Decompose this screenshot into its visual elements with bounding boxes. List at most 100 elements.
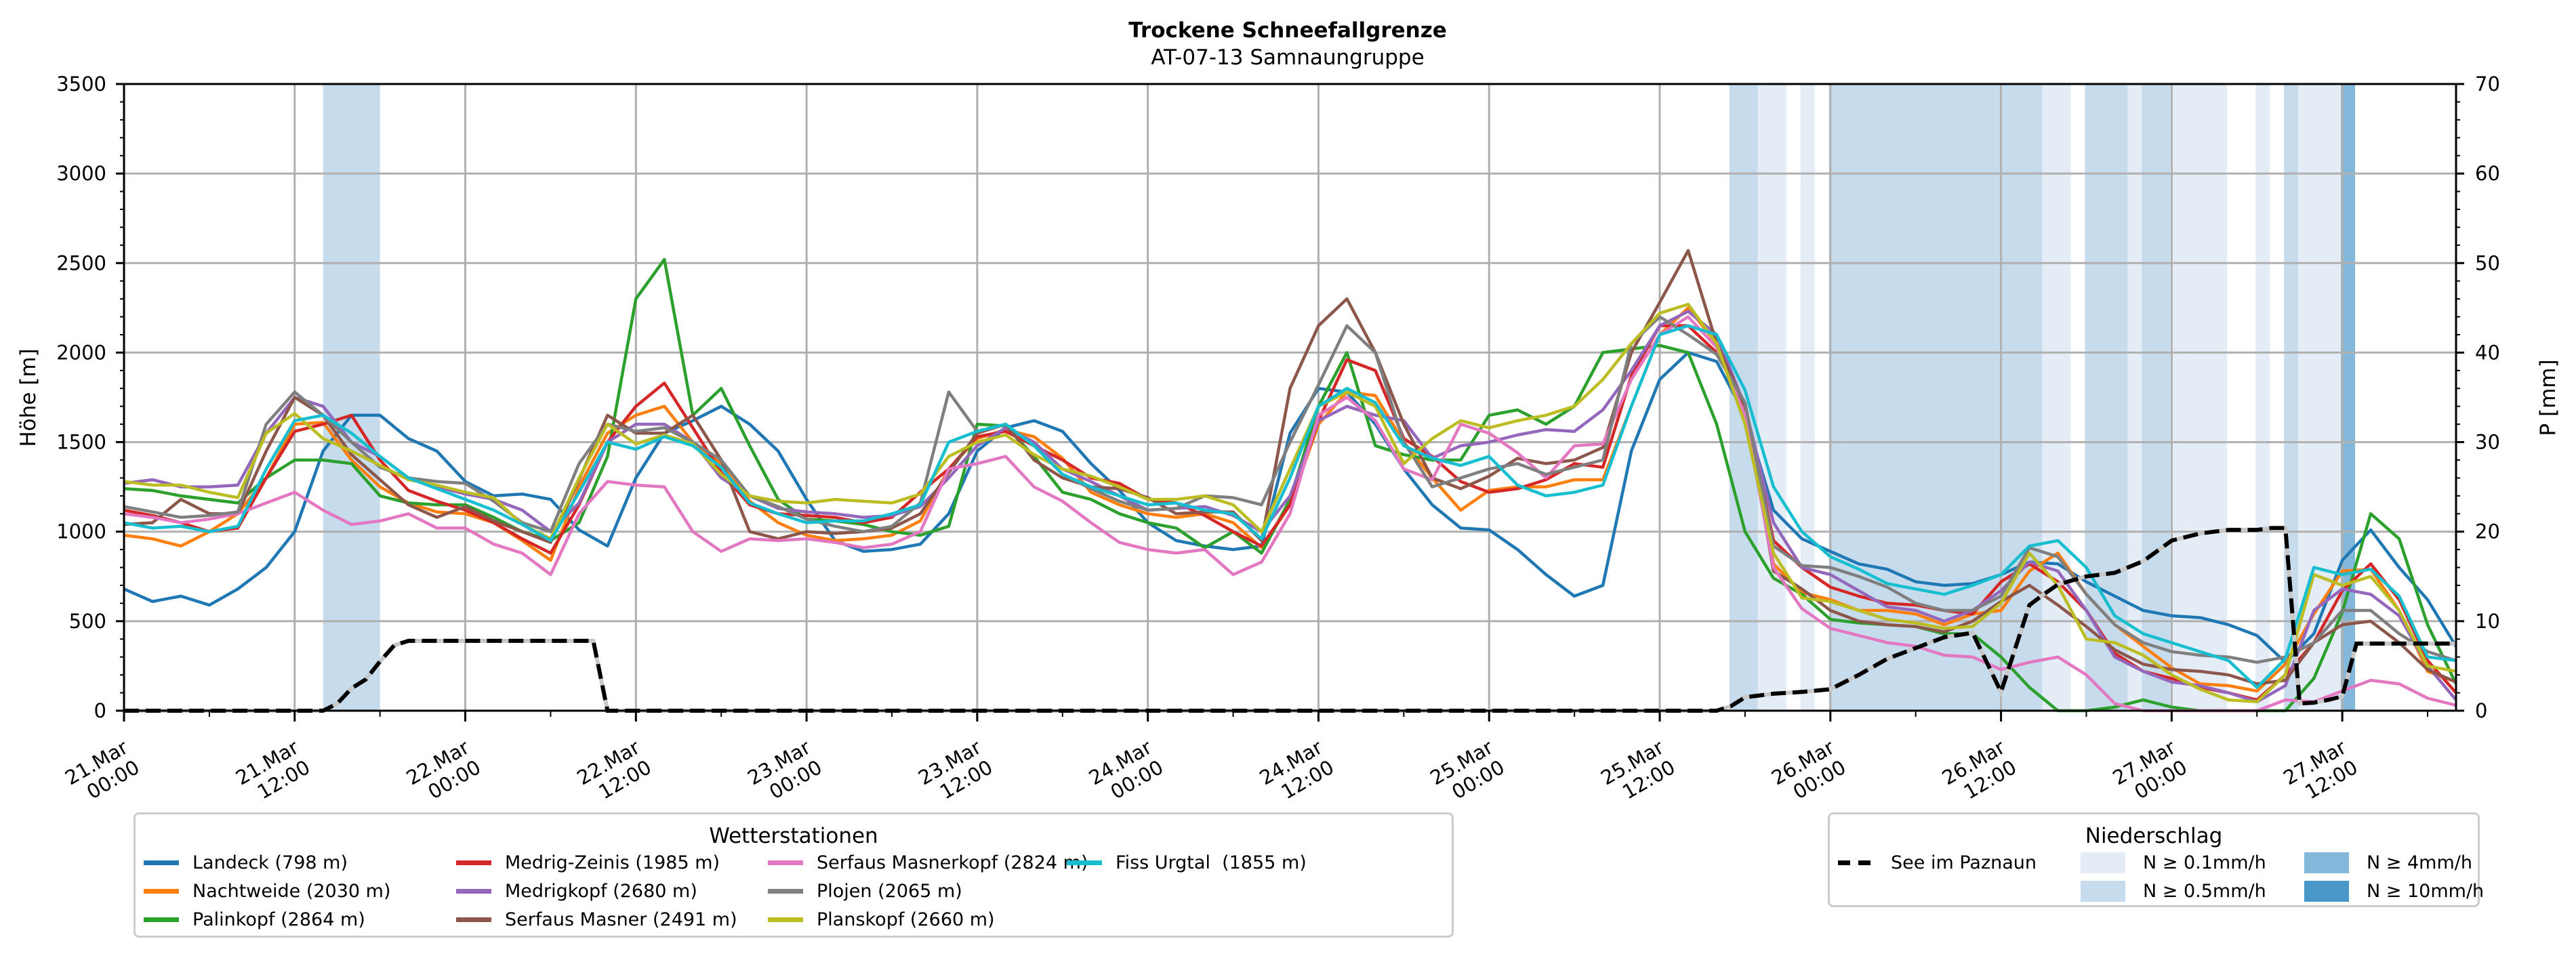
precip-band xyxy=(2042,84,2071,711)
y-tick-label: 0 xyxy=(94,699,106,722)
legend-swatch xyxy=(144,860,179,865)
legend-item-precip: N ≥ 0.5mm/h xyxy=(2081,881,2266,902)
see-line xyxy=(124,526,2456,713)
legend-item-station: Medrigkopf (2680 m) xyxy=(456,881,697,902)
legend-item-see: See im Paznaun xyxy=(1838,852,2037,873)
y-tick-label: 2500 xyxy=(56,251,106,274)
y2-tick-label: 20 xyxy=(2475,520,2500,543)
legend-label: N ≥ 0.5mm/h xyxy=(2143,881,2266,902)
series-line xyxy=(123,302,2457,704)
legend-swatch xyxy=(456,917,491,922)
y2-tick-label: 10 xyxy=(2475,610,2500,633)
legend-item-precip: N ≥ 10mm/h xyxy=(2304,881,2484,902)
legend-swatch xyxy=(456,860,491,865)
legend-swatch xyxy=(768,860,803,865)
legend-swatch xyxy=(1067,860,1102,865)
y-tick-label: 2000 xyxy=(56,341,106,364)
series-line xyxy=(123,324,2457,689)
legend-swatch xyxy=(144,889,179,894)
legend-stations: Wetterstationen Landeck (798 m) Nachtweid… xyxy=(134,812,1454,938)
legend-precip: Niederschlag See im Paznaun N ≥ 0.1mm/h N… xyxy=(1828,812,2484,907)
legend-label: N ≥ 4mm/h xyxy=(2367,852,2472,873)
y-ticks: 0 500 1000 1500 2000 2500 3000 3500 xyxy=(56,72,124,722)
legend-swatch xyxy=(2081,852,2125,873)
legend-item-precip: N ≥ 4mm/h xyxy=(2304,852,2472,873)
legend-stations-title: Wetterstationen xyxy=(709,824,878,848)
y2-tick-label: 0 xyxy=(2475,699,2487,722)
legend-item-station: Nachtweide (2030 m) xyxy=(144,881,390,902)
dashed-line-swatch xyxy=(1838,860,1873,865)
y2-axis-label: P [mm] xyxy=(2536,359,2560,436)
y2-tick-label: 70 xyxy=(2475,72,2500,96)
precip-band xyxy=(1757,84,1786,711)
see-im-paznaun-line xyxy=(124,526,2456,713)
precip-band xyxy=(2255,84,2270,711)
legend-label: Plojen (2065 m) xyxy=(817,881,962,902)
precip-band xyxy=(2142,84,2171,711)
series-line xyxy=(123,310,2457,704)
legend-label: Serfaus Masner (2491 m) xyxy=(505,909,737,930)
legend-item-station: Medrig-Zeinis (1985 m) xyxy=(456,852,720,873)
legend-swatch xyxy=(456,889,491,894)
legend-label: See im Paznaun xyxy=(1891,852,2037,873)
axes xyxy=(123,83,2457,712)
legend-label: Medrig-Zeinis (1985 m) xyxy=(505,852,720,873)
precip-band xyxy=(2184,84,2228,711)
legend-label: N ≥ 10mm/h xyxy=(2367,881,2485,902)
series-line xyxy=(123,324,2457,702)
legend-item-station: Landeck (798 m) xyxy=(144,852,348,873)
y2-tick-label: 30 xyxy=(2475,431,2500,454)
legend-item-station: Serfaus Masnerkopf (2824 m) xyxy=(768,852,1088,873)
legend-item-station: Plojen (2065 m) xyxy=(768,881,962,902)
legend-label: Serfaus Masnerkopf (2824 m) xyxy=(817,852,1088,873)
y2-ticks: 0 10 20 30 40 50 60 70 xyxy=(2456,72,2500,722)
station-lines xyxy=(123,249,2458,713)
chart-subtitle: AT-07-13 Samnaungruppe xyxy=(1151,45,1424,70)
legend-item-station: Planskopf (2660 m) xyxy=(768,909,995,930)
legend-item-station: Fiss Urgtal (1855 m) xyxy=(1067,852,1307,873)
precip-band xyxy=(2127,84,2142,711)
y2-tick-label: 60 xyxy=(2475,162,2500,185)
precipitation-bands xyxy=(323,84,2356,711)
precip-band xyxy=(1843,84,2043,711)
series-line xyxy=(123,249,2457,686)
legend-swatch xyxy=(2081,881,2125,902)
legend-label: Landeck (798 m) xyxy=(192,852,348,873)
y-tick-label: 3000 xyxy=(56,162,106,185)
y-tick-label: 1000 xyxy=(56,520,106,543)
legend-item-station: Serfaus Masner (2491 m) xyxy=(456,909,737,930)
legend-label: Planskopf (2660 m) xyxy=(817,909,995,930)
legend-item-precip: N ≥ 0.1mm/h xyxy=(2081,852,2266,873)
legend-precip-title: Niederschlag xyxy=(2085,824,2223,848)
series-line xyxy=(123,315,2457,713)
precip-band xyxy=(1800,84,1815,711)
y-tick-label: 1500 xyxy=(56,431,106,454)
legend-label: Nachtweide (2030 m) xyxy=(192,881,391,902)
legend-swatch xyxy=(768,889,803,894)
legend-swatch xyxy=(2304,852,2349,873)
legend-item-station: Palinkopf (2864 m) xyxy=(144,909,365,930)
legend-label: Palinkopf (2864 m) xyxy=(192,909,365,930)
y-axis-label: Höhe [m] xyxy=(16,348,41,446)
y-tick-label: 500 xyxy=(69,610,106,633)
legend-label: N ≥ 0.1mm/h xyxy=(2143,852,2266,873)
y2-tick-label: 40 xyxy=(2475,341,2500,364)
legend-label: Fiss Urgtal (1855 m) xyxy=(1116,852,1307,873)
precip-band xyxy=(2085,84,2128,711)
